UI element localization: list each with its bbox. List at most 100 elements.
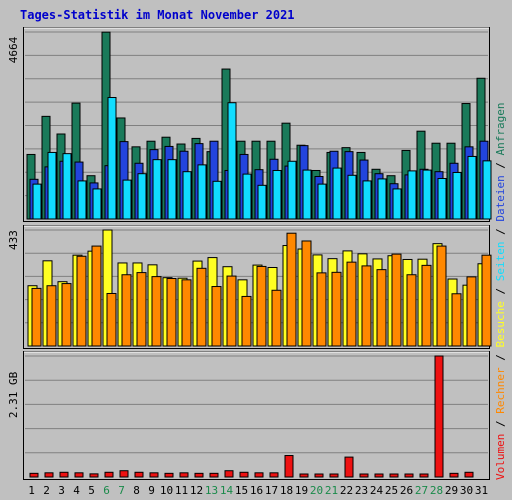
x-label-day-26: 26 [400, 484, 413, 497]
bar-rechner-day-22 [346, 261, 357, 347]
bar-seiten-day-25 [392, 188, 402, 220]
bar-seiten-day-28 [437, 178, 447, 220]
bar-volumen-day-27 [419, 473, 429, 478]
bar-volumen-day-26 [404, 473, 414, 478]
bar-seiten-day-22 [347, 174, 357, 220]
bar-rechner-day-11 [181, 279, 192, 347]
x-label-day-3: 3 [58, 484, 65, 497]
bar-volumen-day-8 [134, 471, 144, 478]
bar-rechner-day-28 [436, 245, 447, 347]
legend-seiten: Seiten [494, 242, 507, 282]
bar-volumen-day-9 [149, 472, 159, 478]
legend-dateien: Dateien [494, 175, 507, 221]
bar-seiten-day-8 [137, 173, 147, 220]
x-label-day-25: 25 [385, 484, 398, 497]
legend-besuche: Besuche [494, 301, 507, 347]
bar-volumen-day-1 [29, 472, 39, 478]
bar-seiten-day-12 [197, 164, 207, 220]
bar-rechner-day-18 [286, 232, 297, 347]
bar-rechner-day-31 [481, 254, 492, 347]
bar-seiten-day-4 [77, 180, 87, 220]
bar-rechner-day-23 [361, 265, 372, 347]
x-label-day-8: 8 [133, 484, 140, 497]
legend-anfragen: Anfragen [494, 102, 507, 155]
visits-panel: 433 [7, 225, 492, 349]
bar-seiten-day-24 [377, 178, 387, 220]
x-label-day-6: 6 [103, 484, 110, 497]
bar-seiten-day-26 [407, 170, 417, 220]
legend-rechner: Rechner [494, 367, 507, 414]
y-max-label: 4664 [7, 36, 20, 63]
bar-volumen-day-18 [284, 455, 294, 478]
x-label-day-24: 24 [370, 484, 384, 497]
x-label-day-12: 12 [190, 484, 203, 497]
x-label-day-29: 29 [445, 484, 458, 497]
bar-seiten-day-1 [32, 183, 42, 220]
x-label-day-18: 18 [280, 484, 293, 497]
bar-seiten-day-7 [122, 179, 132, 220]
bar-rechner-day-5 [91, 245, 102, 347]
bar-volumen-day-7 [119, 470, 129, 478]
chart-panels: 4664 433 2.31 GB [7, 27, 492, 480]
volume-panel: 2.31 GB [7, 351, 490, 480]
bar-rechner-day-20 [316, 272, 327, 347]
bar-seiten-day-27 [422, 169, 432, 220]
bar-seiten-day-17 [272, 169, 282, 220]
bar-seiten-day-23 [362, 180, 372, 220]
bar-volumen-day-17 [269, 472, 279, 478]
x-label-day-16: 16 [250, 484, 263, 497]
bar-seiten-day-16 [257, 184, 267, 220]
bar-volumen-day-30 [464, 471, 474, 478]
legend-separator: / [494, 222, 507, 242]
bar-seiten-day-3 [62, 153, 72, 220]
x-label-day-9: 9 [148, 484, 155, 497]
x-label-day-20: 20 [310, 484, 323, 497]
bar-rechner-day-9 [151, 276, 162, 347]
bar-rechner-day-14 [226, 275, 237, 347]
legend-volumen: Volumen [494, 434, 507, 480]
y-max-label: 2.31 GB [7, 371, 20, 418]
bar-rechner-day-19 [301, 240, 312, 347]
bar-rechner-day-6 [106, 292, 117, 347]
x-label-day-31: 31 [475, 484, 488, 497]
bar-seiten-day-31 [482, 160, 492, 220]
bar-rechner-day-10 [166, 277, 177, 347]
bar-rechner-day-24 [376, 269, 387, 347]
x-label-day-22: 22 [340, 484, 353, 497]
bar-volumen-day-19 [299, 473, 309, 478]
legend-separator: / [494, 348, 507, 368]
bar-seiten-day-20 [317, 183, 327, 220]
bar-rechner-day-27 [421, 264, 432, 347]
x-label-day-7: 7 [118, 484, 125, 497]
x-label-day-4: 4 [73, 484, 80, 497]
bar-volumen-day-16 [254, 472, 264, 478]
bar-rechner-day-2 [46, 285, 57, 347]
bar-rechner-day-8 [136, 272, 147, 347]
bar-volumen-day-28 [434, 355, 444, 478]
x-label-day-27: 27 [415, 484, 428, 497]
x-axis-day-labels: 1 2 3 4 5 6 7 8 9 10 11 12 13 14 15 16 17 18 19 20 21 22 23 24 2… [28, 484, 488, 497]
bar-rechner-day-7 [121, 274, 132, 347]
bar-volumen-day-2 [44, 472, 54, 478]
panel-frame [23, 351, 490, 480]
bar-volumen-day-25 [389, 473, 399, 478]
bar-volumen-day-29 [449, 472, 459, 478]
bar-seiten-day-5 [92, 188, 102, 220]
bar-seiten-day-14 [227, 102, 237, 220]
bar-rechner-day-13 [211, 286, 222, 347]
x-label-day-5: 5 [88, 484, 95, 497]
bar-seiten-day-15 [242, 173, 252, 220]
x-label-day-14: 14 [220, 484, 234, 497]
bar-volumen-day-24 [374, 473, 384, 478]
x-label-day-15: 15 [235, 484, 248, 497]
x-label-day-13: 13 [205, 484, 218, 497]
x-label-day-30: 30 [460, 484, 473, 497]
bar-seiten-day-9 [152, 159, 162, 220]
x-label-day-10: 10 [160, 484, 173, 497]
x-label-day-21: 21 [325, 484, 338, 497]
hits-panel: 4664 [7, 27, 492, 222]
bar-seiten-day-18 [287, 160, 297, 220]
chart-legend: Volumen / Rechner / Besuche / Seiten / D… [494, 102, 507, 480]
legend-separator: / [494, 155, 507, 175]
bar-volumen-day-3 [59, 471, 69, 478]
